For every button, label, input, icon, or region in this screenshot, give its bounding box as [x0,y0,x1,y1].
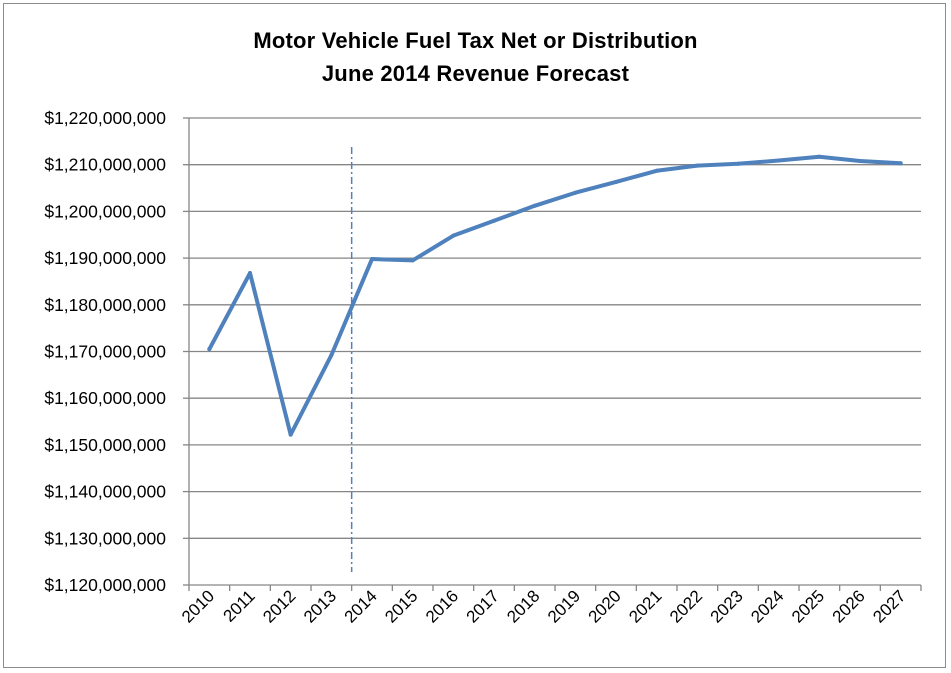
x-tick-label: 2027 [869,586,909,626]
x-tick-label: 2025 [788,586,828,626]
x-tick-label: 2018 [503,586,543,626]
x-tick-label: 2011 [220,586,259,625]
chart-subtitle: June 2014 Revenue Forecast [321,61,630,86]
series-lines [207,154,903,437]
data-point [532,203,537,208]
x-tick-label: 2010 [178,586,218,626]
data-point [736,161,740,166]
data-point [898,161,903,166]
gridlines [189,117,921,539]
y-tick-label: $1,140,000,000 [44,482,166,502]
x-tick-label: 2016 [422,586,462,626]
y-tick-label: $1,180,000,000 [44,295,166,315]
y-tick-label: $1,200,000,000 [44,201,166,221]
data-point [329,353,334,358]
x-tick-label: 2023 [707,586,747,626]
axes [183,117,922,591]
x-tick-label: 2014 [341,586,381,626]
y-tick-label: $1,170,000,000 [44,342,166,362]
data-point [858,158,862,163]
data-point [207,347,212,352]
data-point [654,168,659,173]
x-tick-label: 2024 [747,586,787,626]
x-tick-label: 2013 [300,586,340,626]
y-tick-label: $1,220,000,000 [44,108,166,128]
x-axis-tick-labels: 2010 2011 2012 2013 2014 2015 2016 2017 2018 2019… [178,586,910,626]
x-tick-label: 2020 [585,586,625,626]
data-point [451,233,456,238]
x-tick-label: 2022 [666,586,706,626]
chart-title: Motor Vehicle Fuel Tax Net or Distributi… [253,28,698,53]
y-tick-label: $1,160,000,000 [44,388,166,408]
y-tick-label: $1,190,000,000 [44,248,166,268]
data-point [614,179,618,184]
x-tick-label: 2017 [463,586,503,626]
data-point [573,190,578,195]
data-point [695,163,700,168]
y-axis-tick-labels: $1,120,000,000 $1,130,000,000 $1,140,000,0… [44,108,166,595]
x-tick-label: 2019 [544,586,584,626]
series-line [207,154,903,437]
data-point [492,218,496,223]
data-point [410,258,415,263]
chart-frame [3,3,946,668]
data-point [370,257,374,262]
x-tick-label: 2015 [381,586,421,626]
data-point [248,271,252,276]
x-tick-label: 2021 [625,586,665,626]
y-tick-label: $1,120,000,000 [44,575,166,595]
data-point [288,432,293,437]
x-tick-label: 2012 [259,586,299,626]
y-tick-label: $1,150,000,000 [44,435,166,455]
y-tick-label: $1,130,000,000 [44,528,166,548]
data-point [776,158,781,163]
x-tick-label: 2026 [829,586,869,626]
data-point [817,154,822,159]
y-tick-label: $1,210,000,000 [44,155,166,175]
